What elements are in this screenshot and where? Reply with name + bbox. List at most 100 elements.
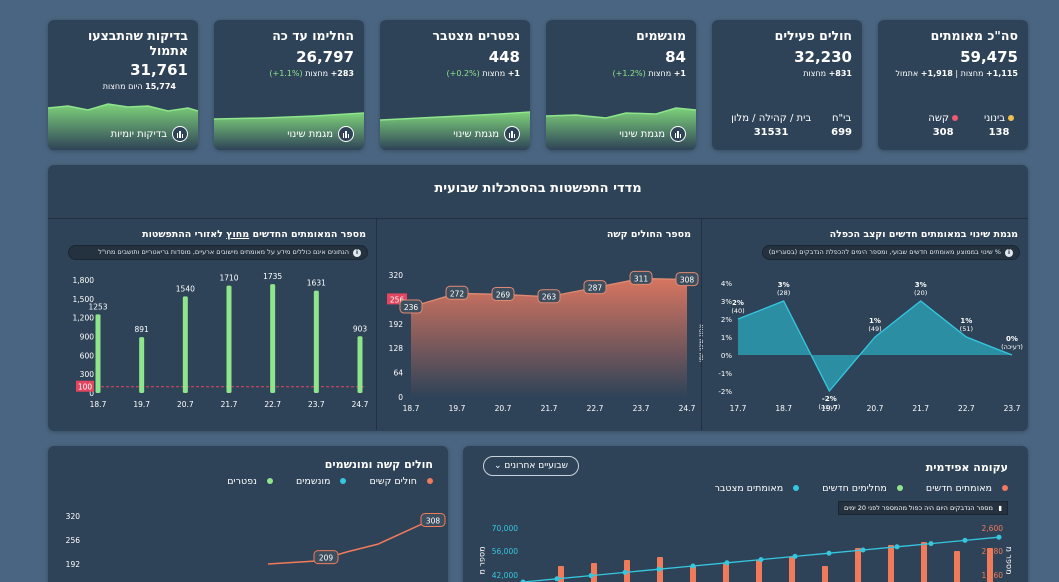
legend-dot-icon [1002,485,1008,491]
legend-item[interactable]: מונשמים [286,476,347,487]
data-sublabel: (דעיכה) [818,403,840,411]
stat-title: סה"כ מאומתים [930,28,1018,43]
bar [756,560,762,582]
panel-outside-areas: מספר המאומתים החדשים מחוץ לאזורי ההתפשטו… [48,218,376,430]
data-label: 1% [869,317,881,325]
data-point [491,286,515,301]
timerange-dropdown[interactable]: שבועיים אחרונים ⌄ [483,456,579,476]
bar-chart-icon: ▮ [998,504,1002,512]
data-label: 263 [542,293,557,302]
trend-button[interactable]: מגמת שינוי [453,126,520,142]
y-tick-label: 900 [80,333,95,342]
data-label: 272 [450,289,465,298]
data-label: 2% [732,299,744,307]
legend-item[interactable]: מאומתים חדשים [916,483,1008,494]
daily-tests-button[interactable]: בדיקות יומיות [111,126,188,142]
x-tick-label: 21.7 [221,400,238,409]
bar-chart-icon [338,126,354,142]
x-tick-label: 19.7 [133,400,150,409]
data-label: 1710 [219,274,238,283]
stat-sub: 283+ מחצות (1.1%+) [269,69,354,78]
stat-card-total-confirmed: סה"כ מאומתים 59,475 1,115+ מחצות | 1,918… [878,20,1028,150]
x-tick-label: 23.7 [633,404,650,413]
data-label: 308 [426,517,441,526]
severe-ventilated-chart: 192 256 320 209 308 [66,512,446,569]
sv-legend: חולים קשים מונשמים נפטרים [207,476,433,487]
bar [921,542,927,582]
series-line [267,518,434,565]
data-point [399,299,423,314]
series-area [411,278,687,397]
trend-button[interactable]: מגמת שינוי [287,126,354,142]
y-tick-label: 1,500 [73,295,95,304]
stat-card-ventilated: מונשמים 84 1+ מחצות (1.2%+) מגמת שינוי [546,20,696,150]
stat-value: 448 [488,48,520,66]
y-tick-label: 320 [66,512,81,521]
y-tick-label: 192 [66,560,81,569]
x-tick-label: 22.7 [264,400,281,409]
threshold-badge [76,380,94,392]
y-tick-label: 0 [398,393,403,402]
breakdown-home: בית / קהילה / מלון 31531 [731,113,812,138]
data-label: 1253 [88,302,107,311]
data-label: 1631 [307,279,326,288]
x-tick-label: 20.7 [867,404,884,413]
stat-value: 32,230 [794,48,852,66]
data-point [629,270,653,285]
bar-chart-icon [504,126,520,142]
outside-areas-chart: 0 300 600 900 1,200 1,500 1,800 100 1253 891 1540 1… [73,272,369,409]
x-tick-label: 19.7 [449,404,466,413]
bar [888,545,894,582]
severe-ventilated-card: חולים קשה ומונשמים חולים קשים מונשמים נפ… [48,446,448,582]
info-icon: i [353,249,361,257]
stat-sub: 15,774 היום מחצות [102,82,176,91]
severe-dot-icon [952,115,958,121]
stat-title: נפטרים מצטבר [432,28,520,43]
stat-card-recovered: החלימו עד כה 26,797 283+ מחצות (1.1%+) מ… [214,20,364,150]
data-sublabel: (51) [960,325,973,333]
breakdown-hospital: בי"ח 699 [831,113,852,138]
data-label: 1540 [176,284,195,293]
stat-value: 31,761 [130,61,188,79]
y-tick-label-left: 56,000 [492,547,518,556]
bar-chart-icon [670,126,686,142]
y-tick-label: 4% [721,280,732,288]
data-point [583,280,607,295]
y-tick-label: 1,200 [73,314,95,323]
stat-card-deceased: נפטרים מצטבר 448 1+ מחצות (0.2%+) מגמת ש… [380,20,530,150]
bar [139,337,145,393]
trend-sparkline [380,111,530,150]
y-tick-label-right: 2,600 [982,524,1004,533]
data-point [313,550,339,565]
trend-button[interactable]: מגמת שינוי [619,126,686,142]
legend-item[interactable]: מאומתים מצטבר [705,483,800,494]
data-sublabel: (דעיכה) [1001,343,1023,351]
data-label: 209 [319,554,334,563]
doubling-note: ▮ מספר הנדבקים היום היה כפול מהמספר לפני… [838,501,1008,515]
weekly-spread-section: מדדי התפשטות בהסתכלות שבועית מגמת שינוי … [48,165,1028,431]
legend-dot-icon [340,478,347,484]
stat-value: 59,475 [960,48,1018,66]
severity-breakdown: בינוני 138 קשה 308 [892,113,1014,138]
panel-title: מגמת שינוי במאומתים חדשים וקצב הכפלה [829,229,1018,240]
data-point [537,289,561,304]
x-tick-label: 20.7 [177,400,194,409]
x-tick-label: 19.7 [821,404,838,413]
info-note: iהנתונים אינם כוללים מידע על מאומתים מיש… [68,245,368,260]
data-label: 903 [353,324,368,333]
legend-dot-icon [896,485,903,491]
y-axis-label-left: מספר מ [477,546,487,575]
legend-dot-icon [266,478,273,484]
x-tick-label: 22.7 [958,404,975,413]
trend-sparkline [546,107,696,150]
y-tick-label: 600 [80,351,95,360]
bar [270,284,276,393]
bar [95,314,101,393]
stat-value: 26,797 [296,48,354,66]
legend-item[interactable]: נפטרים [217,476,273,487]
stat-title: חולים פעילים [774,28,852,43]
legend-item[interactable]: חולים קשים [359,476,433,487]
legend-item[interactable]: מחלימים חדשים [812,483,903,494]
data-label: 3% [778,281,790,289]
sv-title: חולים קשה ומונשמים [324,458,433,471]
